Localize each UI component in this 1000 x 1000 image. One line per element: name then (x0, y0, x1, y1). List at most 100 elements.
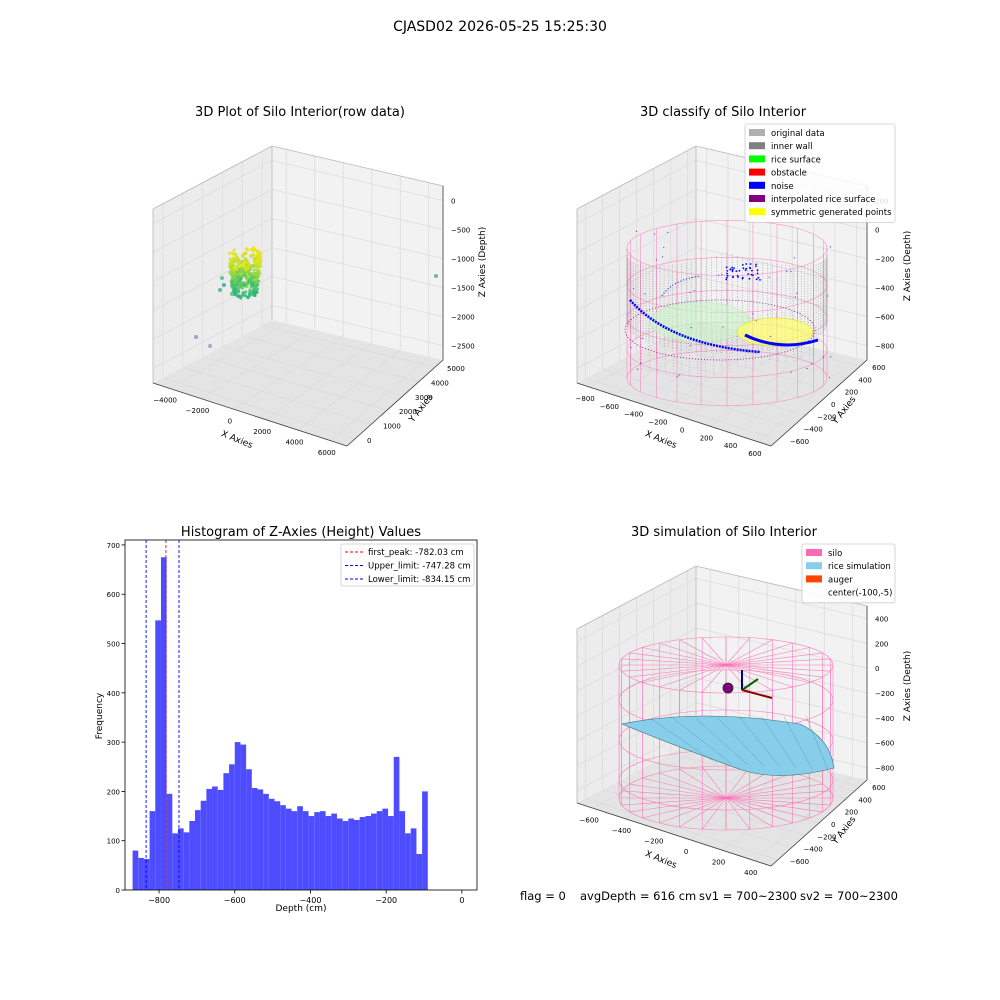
histogram-bar (217, 789, 224, 890)
silo-bottom-spoke (642, 797, 727, 819)
grid-line-y (670, 753, 847, 799)
noise-point (731, 270, 734, 273)
noise-arc (629, 299, 761, 354)
histogram-bar (195, 810, 201, 890)
silo-top-spoke (629, 664, 727, 678)
noise-point (747, 351, 749, 353)
z-tick-label: −400 (875, 285, 894, 293)
noise-point (747, 273, 749, 275)
silo-bottom-spoke (629, 783, 727, 799)
legend-label: rice surface (771, 155, 821, 165)
y-tick-label: −600 (790, 858, 809, 866)
status-sv1: sv1 = 700~2300 (699, 889, 797, 903)
silo-bottom-spoke (701, 766, 727, 799)
noise-point (759, 279, 761, 281)
histogram-bar (200, 800, 207, 890)
noise-point (637, 368, 639, 370)
x-tick-label: −400 (624, 411, 643, 419)
histogram-bar (410, 828, 417, 890)
histogram-bar (319, 811, 326, 890)
rice-mesh-line (695, 718, 749, 766)
y-tick-label: 600 (872, 364, 885, 372)
x-tick-label: −400 (299, 896, 321, 905)
grid-line-x (330, 356, 430, 442)
x-tick-label: −400 (612, 827, 631, 835)
outlier-point (236, 294, 240, 298)
legend-frame (801, 543, 896, 604)
x-tick-label: 200 (712, 858, 725, 866)
data-point (248, 267, 252, 272)
noise-point (786, 270, 788, 273)
x-axis-line (152, 382, 348, 447)
silo-top-spoke (725, 658, 831, 666)
noise-point (725, 266, 728, 269)
grid-line-y (602, 369, 792, 428)
outlier-point (194, 335, 198, 339)
legend-label: center(-100,-5) (828, 589, 892, 599)
legend-swatch (749, 195, 765, 202)
noise-point (722, 326, 724, 328)
noise-point (667, 231, 669, 233)
grid-line-y (619, 360, 806, 416)
histogram-bar (206, 788, 213, 890)
histogram-bar (160, 557, 167, 890)
data-point (250, 264, 254, 268)
histogram-bar (172, 833, 178, 890)
rice-surface (649, 301, 751, 343)
data-point (244, 266, 248, 270)
legend-label: symmetric generated points (771, 208, 892, 218)
simulation-plot-zlabel: Z Axies (Depth) (903, 651, 913, 722)
legend-swatch (806, 575, 822, 583)
histogram-bar (155, 620, 161, 890)
data-point (247, 275, 251, 279)
data-point (233, 280, 237, 285)
noise-point (744, 269, 747, 272)
noise-point (790, 371, 792, 373)
legend-swatch (749, 129, 765, 136)
noise-point (755, 263, 757, 266)
histogram-bar (223, 773, 230, 890)
simulation-plot-xlabel: X Axies (643, 849, 678, 871)
z-tick-label: −800 (875, 343, 894, 351)
noise-point (827, 295, 829, 297)
data-point (255, 283, 259, 287)
y-tick-label: 400 (858, 376, 871, 384)
legend-label: Upper_limit: -747.28 cm (368, 562, 471, 572)
noise-point (755, 352, 757, 354)
data-point (240, 267, 244, 272)
simulation-plot-title: 3D simulation of Silo Interior (631, 525, 818, 540)
noise-point (811, 363, 813, 365)
simulation-plot-legend: silo rice simulation auger center(-100,-5) (801, 543, 896, 604)
noise-point (768, 276, 770, 278)
axis-arrow-x (741, 689, 773, 699)
silo-top-spoke (725, 664, 773, 691)
noise-point (639, 362, 642, 364)
silo-bottom-spoke (621, 797, 727, 806)
x-tick-label: −200 (648, 419, 667, 427)
data-point (238, 282, 242, 286)
noise-point (733, 267, 735, 269)
grid-line-x (168, 322, 287, 389)
data-point (251, 249, 255, 253)
noise-arc (744, 333, 819, 347)
histogram-bar (308, 816, 315, 890)
y-tick-label: 200 (845, 809, 858, 817)
data-point (231, 269, 235, 273)
data-point (236, 271, 240, 275)
z-tick-label: −800 (875, 765, 894, 773)
noise-point (752, 313, 754, 315)
data-point (253, 286, 257, 290)
noise-point (661, 256, 664, 258)
grid-line-y (585, 798, 778, 861)
rice-mesh-line (761, 716, 797, 769)
silo-bottom-spoke (725, 797, 831, 806)
silo-bottom-spoke (725, 797, 773, 828)
noise-point (690, 327, 692, 329)
histogram-bar (149, 811, 156, 890)
auger-marker (722, 682, 734, 694)
silo-top-spoke (679, 664, 727, 691)
grid-line-y (162, 377, 356, 440)
y-tick-label: −400 (804, 846, 823, 854)
histogram-bar (388, 816, 394, 890)
